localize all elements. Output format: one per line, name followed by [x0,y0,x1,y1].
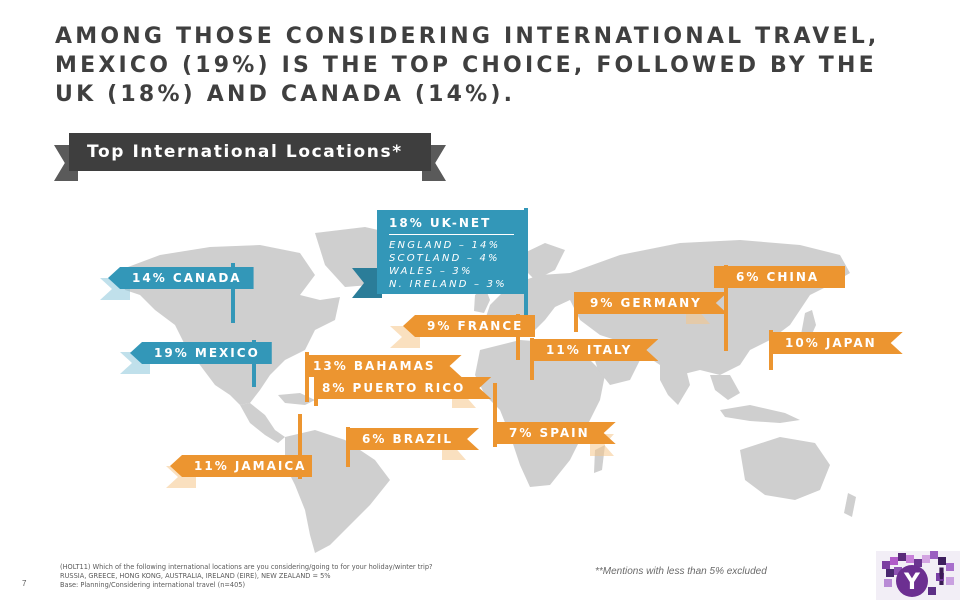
flag-mexico: 19% MEXICO [130,342,272,364]
bahamas-pole [305,352,309,402]
svg-text:!: ! [936,563,947,591]
section-label: Top International Locations* [69,133,431,171]
uk-pole [524,208,528,320]
flag-china-label: 6% CHINA [736,270,820,284]
uk-scotland: SCOTLAND – 4% [389,253,500,264]
page-number: 7 [22,579,27,588]
flag-germany: 9% GERMANY [578,292,728,314]
scandinavia-shape [520,243,565,280]
uk-wales: WALES – 3% [389,266,473,277]
flag-puerto-rico: 8% PUERTO RICO [318,377,491,399]
spain-pole [493,383,497,447]
flag-spain-label: 7% SPAIN [509,426,590,440]
title-line-3: UK (18%) AND CANADA (14%). [55,82,516,107]
canada-pole [231,263,235,323]
france-pole [516,314,520,360]
footnote-question: (HOLT11) Which of the following internat… [60,563,433,571]
germany-pole [574,292,578,332]
jamaica-pole [298,414,302,479]
question-footnote: (HOLT11) Which of the following internat… [60,563,433,590]
flag-mexico-label: 19% MEXICO [154,346,260,360]
italy-pole [530,338,534,380]
australia-shape [740,437,830,500]
svg-text:Y: Y [903,570,921,595]
section-banner: Top International Locations* [54,133,446,183]
flag-puerto-rico-label: 8% PUERTO RICO [322,381,466,395]
flag-canada-label: 14% CANADA [132,271,242,285]
new-zealand-shape [844,493,856,517]
se-asia-shape [710,375,740,400]
footnote-other-mentions: RUSSIA, GREECE, HONG KONG, AUSTRALIA, IR… [60,572,331,580]
puerto-rico-pole [314,376,318,406]
yahoo-logo-icon: Y ! [876,551,960,600]
flag-jamaica-label: 11% JAMAICA [194,459,307,473]
africa-shape [475,340,605,487]
flag-japan: 10% JAPAN [773,332,903,354]
caribbean-shape [278,393,315,405]
uk-divider [389,234,514,235]
flag-brazil-label: 6% BRAZIL [362,432,454,446]
flag-canada: 14% CANADA [108,267,254,289]
excluded-note: **Mentions with less than 5% excluded [595,566,767,577]
japan-pole [769,330,773,370]
flag-china: 6% CHINA [714,266,846,288]
flag-bahamas: 13% BAHAMAS [309,355,462,377]
flag-brazil: 6% BRAZIL [350,428,479,450]
flag-italy: 11% ITALY [534,339,658,361]
flag-jamaica: 11% JAMAICA [170,455,313,477]
flag-france: 9% FRANCE [403,315,536,337]
uk-england: ENGLAND – 14% [389,240,501,251]
title-line-2: MEXICO (19%) IS THE TOP CHOICE, FOLLOWED… [55,53,877,78]
flag-bahamas-label: 13% BAHAMAS [313,359,436,373]
flag-france-label: 9% FRANCE [427,319,524,333]
flag-uk-net: 18% UK-NET ENGLAND – 14% SCOTLAND – 4% W… [377,210,526,294]
footnote-base: Base: Planning/Considering international… [60,581,246,589]
flag-japan-label: 10% JAPAN [785,336,877,350]
flag-spain: 7% SPAIN [497,422,616,444]
brazil-pole [346,427,350,467]
india-shape [660,365,690,405]
china-pole [724,265,728,351]
flag-germany-label: 9% GERMANY [590,296,702,310]
indonesia-shape [720,405,800,423]
page-title: AMONG THOSE CONSIDERING INTERNATIONAL TR… [55,22,885,109]
flag-uk-net-label: 18% UK-NET [389,216,492,230]
central-america-shape [240,403,285,443]
title-line-1: AMONG THOSE CONSIDERING INTERNATIONAL TR… [55,24,880,49]
flag-italy-label: 11% ITALY [546,343,633,357]
uk-n-ireland: N. IRELAND – 3% [389,279,507,290]
